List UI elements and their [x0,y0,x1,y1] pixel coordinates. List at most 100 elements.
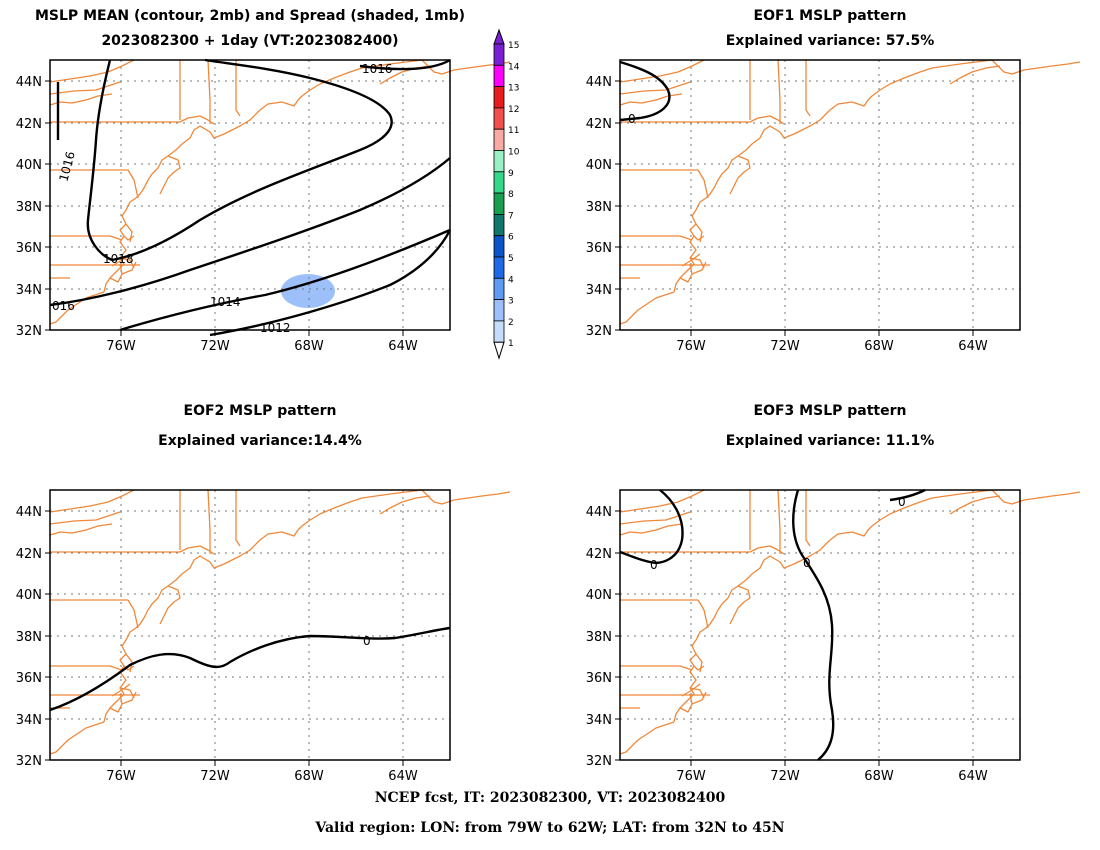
colorbar-label: 1 [508,339,514,349]
eof3-lon-tick: 76W [676,769,706,784]
colorbar-label: 8 [508,190,514,200]
colorbar-label: 12 [508,105,519,115]
colorbar-swatch [493,64,505,88]
colorbar-label: 11 [508,126,519,136]
eof1-title: EOF1 MSLP pattern [753,8,907,24]
eof2-lat-tick: 36N [16,671,42,686]
colorbar-swatch [493,128,505,151]
colorbar-swatch [493,43,505,66]
colorbar-bottom-arrow [493,341,505,360]
mean-contour-label-1016-top: 1016 [362,62,393,76]
eof1-map: 0 [619,59,1081,331]
mean-lon-tick: 64W [388,339,418,354]
eof1-variance: Explained variance: 57.5% [725,33,935,49]
colorbar-label: 7 [508,211,514,221]
eof1-lat-tick: 36N [586,241,612,256]
mean-panel-title: MSLP MEAN (contour, 2mb) and Spread (sha… [35,8,465,24]
mean-contours [49,58,452,337]
eof1-contour-label: 0 [628,112,636,126]
mean-panel-subtitle: 2023082300 + 1day (VT:2023082400) [101,33,399,49]
footer-line-2: Valid region: LON: from 79W to 62W; LAT:… [315,820,785,836]
eof2-title: EOF2 MSLP pattern [183,403,337,419]
eof1-lat-tick: 40N [586,158,612,173]
colorbar-swatch [493,192,505,215]
eof1-lat-tick: 32N [586,324,612,339]
colorbar-label: 3 [508,297,514,307]
mean-lon-tick: 76W [106,339,136,354]
eof2-lat-tick: 32N [16,754,42,769]
mean-lat-tick: 34N [16,283,42,298]
mean-contour-label-1016-left: 1016 [56,150,77,183]
mean-contour-label-016: 016 [52,299,75,313]
eof2-lat-tick: 34N [16,713,42,728]
mean-lon-tick: 68W [294,339,324,354]
colorbar-swatch [493,107,505,130]
eof3-contour-label-ne: 0 [898,495,906,509]
colorbar-swatch [493,256,505,279]
eof2-contour-label: 0 [363,634,371,648]
colorbar-swatch [493,86,505,109]
colorbar-swatch [493,150,505,173]
eof3-contour-label-west: 0 [650,558,658,572]
colorbar-swatch [493,235,505,258]
eof3-lon-tick: 68W [864,769,894,784]
colorbar-label: 13 [508,84,519,94]
colorbar-swatch [493,320,505,343]
colorbar: 15 14 13 12 11 10 9 8 7 6 5 4 3 2 1 [493,28,520,360]
colorbar-label: 14 [508,62,520,72]
eof3-title: EOF3 MSLP pattern [753,403,907,419]
colorbar-label: 10 [508,148,520,158]
colorbar-swatch [493,171,505,194]
eof1-lon-tick: 76W [676,339,706,354]
colorbar-top-arrow [493,28,505,45]
colorbar-swatch [493,277,505,300]
eof3-lon-tick: 64W [958,769,988,784]
eof3-lat-tick: 36N [586,671,612,686]
eof3-variance: Explained variance: 11.1% [725,433,935,449]
colorbar-swatch [493,213,505,237]
eof2-lon-tick: 68W [294,769,324,784]
eof1-lon-tick: 68W [864,339,894,354]
colorbar-label: 4 [508,275,514,285]
mean-lat-tick: 42N [16,117,42,132]
spread-shade [281,274,335,308]
mean-lon-tick: 72W [200,339,230,354]
eof3-map: 0 0 0 [619,488,1081,761]
eof3-lat-tick: 38N [586,630,612,645]
eof2-map: 0 [49,489,511,761]
eof1-lon-tick: 64W [958,339,988,354]
mean-lat-tick: 38N [16,200,42,215]
eof3-contour-label-mid: 0 [803,556,811,570]
eof2-lon-tick: 72W [200,769,230,784]
eof3-lat-tick: 40N [586,588,612,603]
mean-contour-label-1014: 1014 [210,295,241,309]
eof1-lat-tick: 38N [586,200,612,215]
eof3-lat-tick: 34N [586,713,612,728]
mean-lat-tick: 40N [16,158,42,173]
eof1-lat-tick: 34N [586,283,612,298]
colorbar-label: 2 [508,318,514,328]
mean-lat-tick: 44N [16,75,42,90]
eof2-lat-tick: 42N [16,547,42,562]
eof1-lat-tick: 44N [586,75,612,90]
footer-line-1: NCEP fcst, IT: 2023082300, VT: 202308240… [374,790,726,806]
eof3-lat-tick: 42N [586,547,612,562]
eof1-lat-tick: 42N [586,117,612,132]
eof2-lat-tick: 44N [16,505,42,520]
eof2-variance: Explained variance:14.4% [158,433,362,449]
colorbar-label: 15 [508,41,519,51]
colorbar-label: 9 [508,169,514,179]
eof1-lon-tick: 72W [770,339,800,354]
eof3-lat-tick: 32N [586,754,612,769]
eof2-lon-tick: 76W [106,769,136,784]
eof2-lat-tick: 38N [16,630,42,645]
eof2-lon-tick: 64W [388,769,418,784]
mean-contour-label-1012: 1012 [260,321,291,335]
colorbar-swatch [493,299,505,322]
mean-lat-tick: 32N [16,324,42,339]
mean-contour-label-1018: 1018 [103,252,134,266]
eof3-lat-tick: 44N [586,505,612,520]
mean-lat-tick: 36N [16,241,42,256]
eof2-lat-tick: 40N [16,588,42,603]
